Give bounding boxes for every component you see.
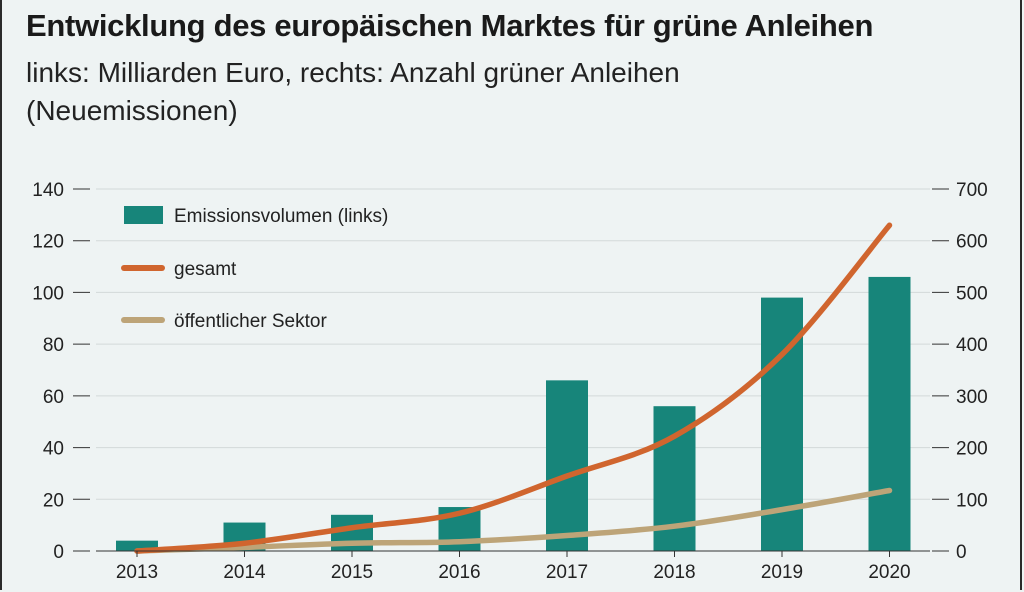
left-tick-label: 60: [43, 387, 64, 408]
x-tick-label: 2017: [546, 562, 588, 583]
x-tick-label: 2013: [116, 562, 158, 583]
left-tick-label: 120: [32, 232, 64, 253]
x-tick-label: 2020: [868, 562, 910, 583]
bar-2020: [868, 276, 911, 551]
left-tick-label: 140: [32, 180, 64, 201]
right-tick-label: 400: [956, 335, 988, 356]
legend-label-line: gesamt: [174, 259, 237, 280]
right-tick-label: 200: [956, 439, 988, 460]
chart-subtitle: links: Milliarden Euro, rechts: Anzahl g…: [26, 57, 680, 126]
left-tick-label: 40: [43, 439, 64, 460]
right-tick-label: 0: [956, 542, 967, 563]
right-tick-label: 600: [956, 232, 988, 253]
x-tick-label: 2019: [761, 562, 803, 583]
axes: 0 20 40 60 80 100 120 140 0 100 200 300 400 500 600 700…: [32, 180, 987, 583]
legend-label-line: öffentlicher Sektor: [174, 311, 327, 332]
bar-2013: [116, 540, 158, 551]
left-tick-label: 0: [53, 542, 64, 563]
x-tick-label: 2016: [438, 562, 480, 583]
right-tick-label: 100: [956, 490, 988, 511]
right-tick-label: 300: [956, 387, 988, 408]
right-tick-label: 500: [956, 283, 988, 304]
legend-swatch-bar: [124, 206, 163, 224]
chart-title: Entwicklung des europäischen Marktes für…: [26, 8, 874, 43]
line-oeffentlicher-sektor: [134, 487, 893, 554]
grid-lines: [96, 188, 930, 500]
x-tick-label: 2014: [223, 562, 266, 583]
bar-2017: [546, 380, 588, 551]
left-tick-label: 80: [43, 335, 64, 356]
legend: Emissionsvolumen (links) gesamt öffentlich…: [121, 206, 388, 332]
x-tick-label: 2015: [331, 562, 373, 583]
line-series: [134, 222, 893, 554]
x-tick-label: 2018: [653, 562, 695, 583]
legend-label-bar: Emissionsvolumen (links): [174, 206, 388, 227]
right-tick-label: 700: [956, 180, 988, 201]
line-gesamt: [134, 222, 893, 554]
left-tick-label: 100: [32, 283, 64, 304]
left-tick-label: 20: [43, 490, 64, 511]
